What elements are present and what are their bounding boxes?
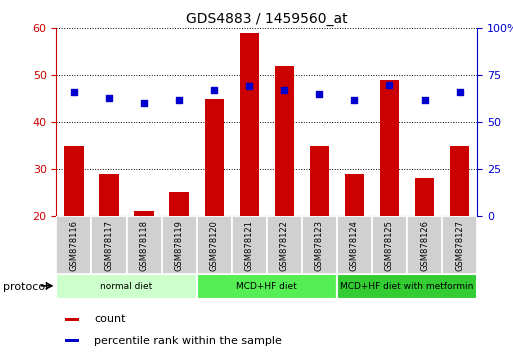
Bar <box>337 274 477 299</box>
Text: GSM878119: GSM878119 <box>174 220 184 270</box>
Text: percentile rank within the sample: percentile rank within the sample <box>94 336 282 346</box>
Bar <box>127 216 162 274</box>
Text: protocol: protocol <box>3 282 48 292</box>
Point <box>140 101 148 106</box>
Bar <box>302 216 337 274</box>
Bar <box>169 193 189 216</box>
Point <box>280 87 288 93</box>
Bar <box>240 33 259 216</box>
Bar <box>380 80 399 216</box>
Bar <box>442 216 477 274</box>
Bar <box>64 145 84 216</box>
Text: MCD+HF diet: MCD+HF diet <box>236 282 297 291</box>
Bar <box>134 211 154 216</box>
Point <box>350 97 359 102</box>
Point <box>456 89 464 95</box>
Bar <box>56 216 91 274</box>
Bar <box>196 274 337 299</box>
Point <box>175 97 183 102</box>
Text: GSM878127: GSM878127 <box>455 219 464 271</box>
Bar <box>337 216 372 274</box>
Text: count: count <box>94 314 126 325</box>
Title: GDS4883 / 1459560_at: GDS4883 / 1459560_at <box>186 12 348 26</box>
Bar <box>415 178 434 216</box>
Point <box>70 89 78 95</box>
Text: GSM878125: GSM878125 <box>385 220 394 270</box>
Text: GSM878121: GSM878121 <box>245 220 254 270</box>
Text: GSM878126: GSM878126 <box>420 219 429 271</box>
Bar <box>162 216 196 274</box>
Text: GSM878116: GSM878116 <box>69 219 78 271</box>
Bar <box>196 216 232 274</box>
Bar <box>267 216 302 274</box>
Bar <box>345 174 364 216</box>
Bar <box>56 274 196 299</box>
Point <box>385 82 393 87</box>
Bar <box>232 216 267 274</box>
Bar <box>100 174 119 216</box>
Point <box>420 97 428 102</box>
Bar <box>407 216 442 274</box>
Bar <box>372 216 407 274</box>
Point <box>210 87 218 93</box>
Bar <box>91 216 127 274</box>
Text: GSM878120: GSM878120 <box>210 220 219 270</box>
Bar <box>274 66 294 216</box>
Point <box>245 84 253 89</box>
Bar <box>65 318 78 321</box>
Text: GSM878118: GSM878118 <box>140 219 149 271</box>
Text: MCD+HF diet with metformin: MCD+HF diet with metformin <box>340 282 473 291</box>
Point <box>315 91 323 97</box>
Text: GSM878123: GSM878123 <box>315 219 324 271</box>
Text: GSM878124: GSM878124 <box>350 220 359 270</box>
Bar <box>65 339 78 342</box>
Bar <box>310 145 329 216</box>
Text: GSM878122: GSM878122 <box>280 220 289 270</box>
Bar <box>205 99 224 216</box>
Text: GSM878117: GSM878117 <box>105 219 113 271</box>
Bar <box>450 145 469 216</box>
Point <box>105 95 113 101</box>
Text: normal diet: normal diet <box>101 282 153 291</box>
